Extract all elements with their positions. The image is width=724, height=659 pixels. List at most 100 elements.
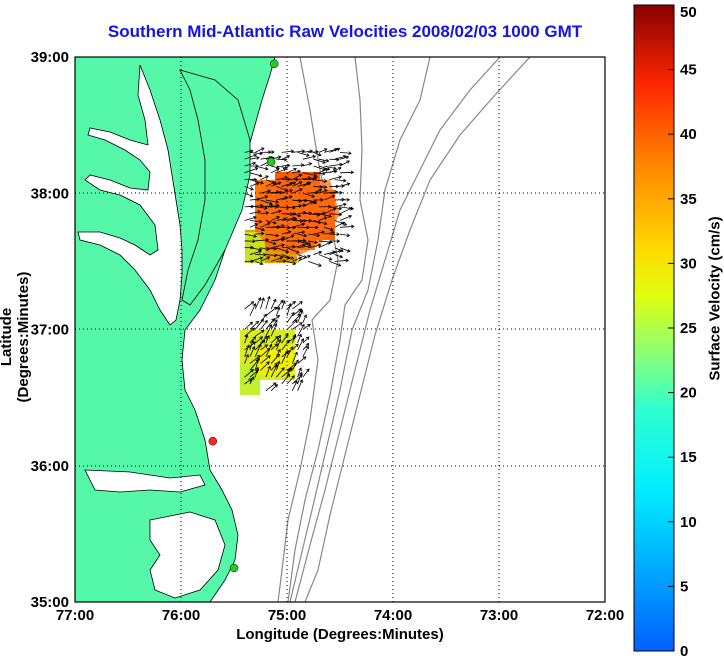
velocity-arrowhead [279,190,284,195]
velocity-arrow [249,321,259,330]
x-tick-labels: 77:00 76:00 75:00 74:00 73:00 72:00 [56,607,624,624]
velocity-arrow [323,226,334,231]
velocity-arrow [270,362,278,371]
velocity-arrow [297,211,307,215]
velocity-arrowhead [292,261,297,266]
velocity-arrowhead [251,327,256,332]
y-tick-label: 37:00 [31,322,69,339]
velocity-arrow [292,170,301,174]
velocity-arrowhead [250,245,254,250]
velocity-arrowhead [299,188,303,192]
velocity-arrow [276,299,284,310]
velocity-arrow [249,182,259,187]
velocity-arrow [302,192,315,198]
velocity-arrow [281,150,294,153]
velocity-arrow [281,333,289,344]
velocity-arrow [276,218,287,221]
velocity-arrow [334,247,344,252]
velocity-arrow [276,361,280,371]
velocity-arrowhead [278,209,282,214]
velocity-arrowhead [307,241,312,245]
velocity-arrow [302,343,309,351]
velocity-arrowhead [338,175,343,180]
velocity-arrowhead [267,295,271,300]
velocity-arrow [281,235,295,242]
velocity-arrowhead [261,231,265,236]
velocity-arrowhead [276,190,280,195]
velocity-arrow [281,254,294,260]
velocity-arrowhead [338,206,343,211]
velocity-arrow [260,222,271,228]
velocity-arrow [249,355,261,364]
colorbar-tick-label: 50 [680,4,697,21]
velocity-arrow [276,168,287,174]
velocity-arrow [254,343,262,357]
y-tick-label: 39:00 [31,49,69,66]
velocity-arrow [281,182,293,187]
velocity-arrowhead [264,319,268,324]
velocity-arrowhead [315,150,319,154]
velocity-arrowhead [287,367,292,372]
velocity-arrowhead [265,175,269,179]
y-tick-label: 36:00 [31,458,69,475]
velocity-arrow [255,261,263,265]
velocity-arrowhead [256,156,260,160]
velocity-arrow [302,172,317,176]
velocity-arrow [297,308,303,317]
velocity-arrow [244,186,254,191]
velocity-arrow [324,231,335,235]
velocity-arrow [276,206,290,209]
velocity-arrow [339,233,350,236]
velocity-arrow [249,205,263,208]
velocity-arrowhead [299,301,303,305]
velocity-arrowhead [336,147,341,152]
velocity-arrow [318,213,332,217]
velocity-arrowhead [286,163,291,168]
velocity-arrow [286,260,296,265]
velocity-arrow [292,244,305,249]
velocity-arrowhead [302,356,307,360]
velocity-arrowhead [256,356,261,361]
velocity-arrow [276,158,287,161]
velocity-arrow [286,362,297,371]
velocity-arrow [302,162,312,167]
station-marker [266,157,276,167]
velocity-arrow [276,186,288,191]
velocity-arrowhead [249,321,254,326]
velocity-arrowhead [303,314,307,319]
velocity-arrow [249,257,263,262]
velocity-arrowhead [269,201,273,206]
velocity-arrow [265,366,271,378]
velocity-arrowhead [277,348,281,353]
velocity-arrow [297,379,303,391]
velocity-arrow [323,251,336,255]
velocity-arrowhead [323,185,328,189]
velocity-arrow [318,158,329,162]
velocity-arrow [260,205,273,208]
velocity-arrowhead [341,197,346,202]
velocity-arrow [249,172,263,177]
velocity-arrowhead [285,333,289,338]
velocity-arrowhead [255,320,260,325]
velocity-arrowhead [292,300,296,305]
velocity-arrow [313,172,325,175]
velocity-arrowhead [259,336,264,340]
velocity-arrowhead [282,168,287,172]
velocity-arrowhead [276,306,281,311]
velocity-arrow [254,357,260,371]
velocity-arrow [313,165,326,171]
velocity-arrowhead [260,180,264,185]
velocity-arrow [270,181,281,187]
velocity-arrowhead [297,213,302,218]
velocity-arrowhead [266,222,271,226]
velocity-arrowhead [303,255,308,259]
velocity-arrowhead [297,169,302,174]
x-tick-label: 72:00 [586,607,624,624]
velocity-arrowhead [300,338,305,342]
velocity-arrow [265,220,277,224]
velocity-arrow [292,181,302,187]
x-tick-label: 76:00 [162,607,200,624]
velocity-arrow [271,191,283,194]
velocity-arrowhead [316,233,321,238]
velocity-arrow [281,164,290,167]
